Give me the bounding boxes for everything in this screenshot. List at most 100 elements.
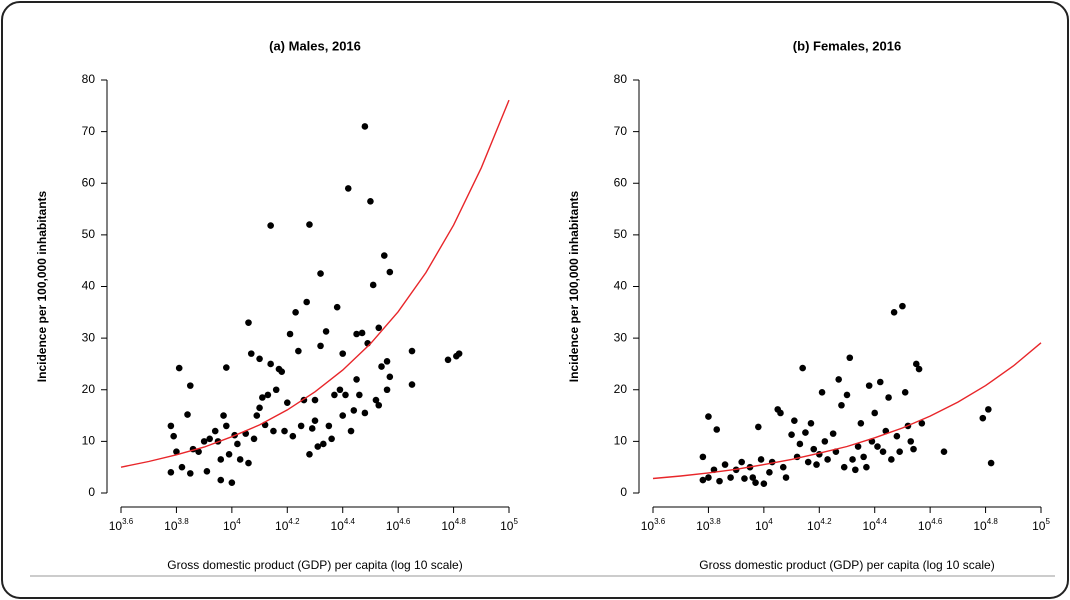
data-point (818, 389, 826, 396)
x-tick-label: 103.6 (641, 517, 666, 533)
data-point (320, 440, 327, 448)
data-point (344, 185, 352, 192)
data-point (203, 468, 211, 475)
data-point (170, 432, 177, 440)
data-point (303, 298, 310, 306)
data-point (755, 423, 762, 431)
y-tick-label: 70 (614, 124, 628, 138)
data-point (353, 376, 360, 383)
data-point (807, 420, 815, 427)
data-point (383, 386, 391, 394)
data-point (455, 350, 463, 357)
data-point (752, 479, 759, 486)
data-point (766, 469, 773, 476)
y-axis-label: Incidence per 100,000 inhabitants (567, 190, 581, 382)
x-tick-label: 104.8 (441, 517, 466, 533)
data-point (721, 461, 729, 468)
data-point (940, 448, 948, 456)
data-point (857, 420, 865, 427)
data-point (912, 360, 920, 368)
data-point (907, 438, 915, 445)
data-point (186, 382, 194, 389)
data-point (256, 355, 263, 363)
data-point (813, 461, 820, 468)
data-point (167, 469, 175, 476)
y-tick-label: 40 (614, 279, 628, 293)
data-point (777, 409, 784, 417)
data-point (757, 456, 765, 463)
data-point (283, 399, 291, 406)
data-point (253, 412, 261, 419)
data-point (225, 450, 233, 458)
data-point (369, 281, 377, 289)
data-point (306, 450, 313, 458)
data-point (339, 412, 347, 419)
data-point (297, 422, 305, 430)
x-tick-label: 104.6 (386, 517, 411, 533)
data-point (918, 420, 926, 427)
data-point (350, 407, 358, 414)
y-tick-label: 40 (82, 279, 96, 293)
data-point (311, 417, 319, 425)
data-point (342, 391, 349, 399)
data-point (749, 474, 757, 481)
data-point (234, 440, 241, 448)
data-point (372, 396, 380, 404)
data-point (245, 319, 252, 326)
data-point (879, 448, 887, 456)
data-point (885, 394, 892, 401)
data-point (331, 391, 338, 399)
data-point (741, 475, 748, 482)
data-point (727, 474, 734, 481)
data-point (347, 427, 355, 435)
y-tick-label: 80 (614, 72, 628, 86)
data-point (175, 364, 183, 372)
data-point (361, 409, 369, 417)
data-point (286, 330, 294, 338)
data-point (380, 252, 388, 259)
fit-curve (120, 99, 510, 468)
data-point (383, 358, 391, 365)
y-tick-label: 0 (88, 485, 95, 499)
data-point (444, 356, 452, 364)
data-point (220, 412, 227, 419)
data-point (295, 347, 302, 355)
data-point (852, 466, 859, 474)
data-point (821, 438, 829, 445)
data-point (333, 303, 341, 311)
data-point (308, 425, 316, 432)
x-tick-label: 105 (500, 517, 518, 533)
y-tick-label: 60 (82, 175, 96, 189)
y-tick-label: 10 (614, 434, 628, 448)
data-point (311, 396, 319, 404)
y-tick-label: 50 (614, 227, 628, 241)
data-point (173, 448, 180, 456)
data-point (375, 324, 383, 332)
data-point (899, 302, 906, 310)
data-point (195, 448, 202, 456)
x-tick-label: 103.8 (164, 517, 189, 533)
x-tick-label: 104.6 (918, 517, 943, 533)
data-point (699, 453, 707, 461)
data-point (835, 376, 842, 383)
data-point (849, 456, 856, 463)
data-point (336, 386, 344, 394)
data-point (865, 382, 873, 389)
data-point (408, 381, 416, 388)
data-point (893, 432, 901, 440)
data-point (186, 470, 194, 477)
x-tick-label: 104.4 (862, 517, 887, 533)
data-point (317, 342, 324, 350)
data-point (206, 435, 213, 443)
data-point (317, 270, 324, 277)
data-point (738, 458, 745, 466)
data-point (802, 429, 809, 436)
y-tick-label: 80 (82, 72, 96, 86)
data-point (264, 391, 272, 399)
data-point (306, 221, 313, 228)
data-point (200, 438, 208, 445)
data-point (256, 404, 263, 412)
y-tick-label: 70 (82, 124, 96, 138)
x-tick-label: 104.8 (973, 517, 998, 533)
